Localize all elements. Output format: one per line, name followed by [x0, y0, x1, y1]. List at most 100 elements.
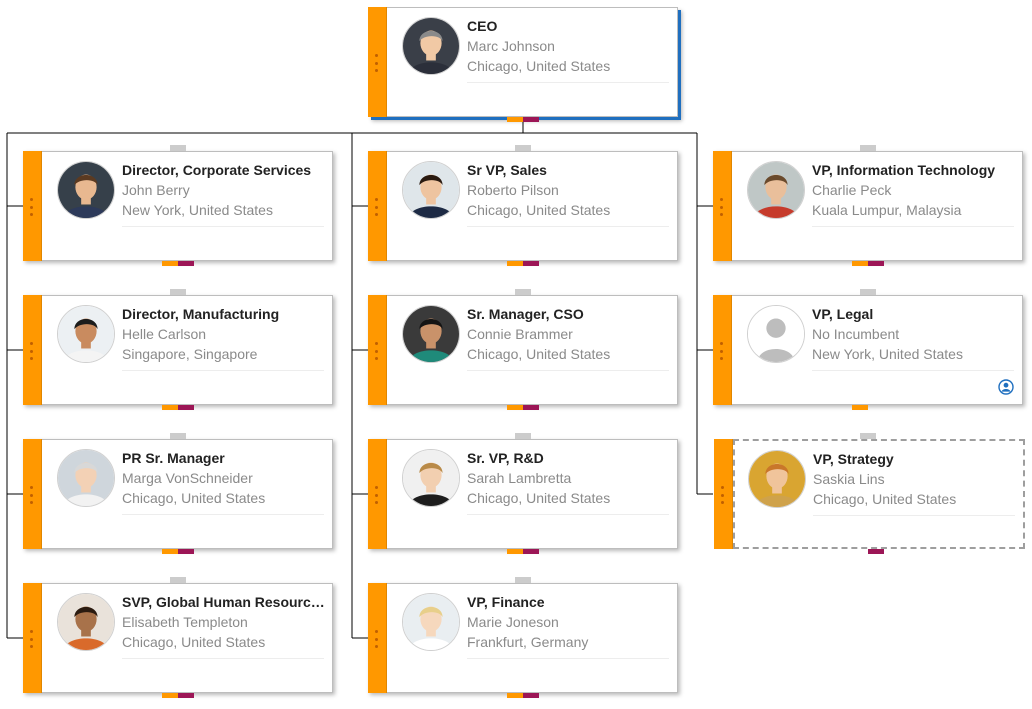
node-expand-toggle[interactable] — [507, 405, 539, 410]
node-location: Chicago, United States — [467, 202, 611, 218]
node-color-stripe[interactable] — [713, 151, 732, 261]
node-top-connector — [860, 433, 876, 439]
org-node-card[interactable]: Director, Corporate Services John Berry … — [23, 151, 333, 261]
node-location: Singapore, Singapore — [122, 346, 258, 362]
node-color-stripe[interactable] — [23, 151, 42, 261]
drag-handle-icon[interactable] — [374, 486, 378, 504]
avatar — [747, 305, 805, 363]
node-top-connector — [170, 577, 186, 583]
node-expand-toggle[interactable] — [162, 549, 194, 554]
drag-handle-icon[interactable] — [374, 54, 378, 72]
person-photo-icon — [403, 162, 459, 218]
node-title: Sr. VP, R&D — [467, 450, 544, 466]
person-photo-icon — [403, 18, 459, 74]
avatar — [402, 593, 460, 651]
avatar — [747, 161, 805, 219]
node-location: Chicago, United States — [813, 491, 957, 507]
node-top-connector — [170, 289, 186, 295]
vacancy-icon[interactable] — [998, 379, 1014, 395]
node-expand-toggle[interactable] — [507, 261, 539, 266]
org-node-card[interactable]: PR Sr. Manager Marga VonSchneider Chicag… — [23, 439, 333, 549]
drag-handle-icon[interactable] — [719, 342, 723, 360]
avatar — [57, 161, 115, 219]
drag-handle-icon[interactable] — [374, 342, 378, 360]
node-top-connector — [515, 433, 531, 439]
node-expand-toggle[interactable] — [507, 549, 539, 554]
drag-handle-icon[interactable] — [374, 630, 378, 648]
avatar — [402, 305, 460, 363]
node-expand-toggle[interactable] — [852, 405, 868, 410]
org-node-card[interactable]: VP, Information Technology Charlie Peck … — [713, 151, 1023, 261]
node-color-stripe[interactable] — [368, 439, 387, 549]
node-expand-toggle[interactable] — [507, 117, 539, 122]
node-name: John Berry — [122, 182, 190, 198]
node-location: Chicago, United States — [467, 58, 611, 74]
org-node-card[interactable]: VP, Finance Marie Joneson Frankfurt, Ger… — [368, 583, 678, 693]
node-name: Marc Johnson — [467, 38, 555, 54]
org-node-card[interactable]: Sr VP, Sales Roberto Pilson Chicago, Uni… — [368, 151, 678, 261]
divider — [467, 658, 669, 659]
avatar — [402, 17, 460, 75]
drag-handle-icon[interactable] — [29, 630, 33, 648]
person-photo-icon — [403, 450, 459, 506]
drag-handle-icon[interactable] — [29, 198, 33, 216]
node-name: Saskia Lins — [813, 471, 885, 487]
node-name: Charlie Peck — [812, 182, 892, 198]
node-expand-toggle[interactable] — [868, 549, 884, 554]
person-photo-icon — [403, 306, 459, 362]
avatar — [57, 449, 115, 507]
node-expand-toggle[interactable] — [852, 261, 884, 266]
org-node-card[interactable]: CEO Marc Johnson Chicago, United States — [368, 7, 678, 117]
node-title: VP, Legal — [812, 306, 874, 322]
node-name: Marie Joneson — [467, 614, 559, 630]
node-expand-toggle[interactable] — [162, 693, 194, 698]
org-node-card[interactable]: Sr. VP, R&D Sarah Lambretta Chicago, Uni… — [368, 439, 678, 549]
node-color-stripe[interactable] — [713, 295, 732, 405]
node-name: Roberto Pilson — [467, 182, 559, 198]
node-top-connector — [860, 145, 876, 151]
node-title: Sr. Manager, CSO — [467, 306, 584, 322]
node-expand-toggle[interactable] — [162, 405, 194, 410]
node-name: Helle Carlson — [122, 326, 207, 342]
node-title: VP, Information Technology — [812, 162, 996, 178]
node-top-connector — [515, 289, 531, 295]
org-node-card[interactable]: SVP, Global Human Resources Elisabeth Te… — [23, 583, 333, 693]
empty-person-placeholder-icon — [748, 306, 804, 362]
node-color-stripe[interactable] — [368, 295, 387, 405]
drag-handle-icon[interactable] — [374, 198, 378, 216]
node-expand-toggle[interactable] — [162, 261, 194, 266]
node-top-connector — [515, 145, 531, 151]
drag-handle-icon[interactable] — [720, 486, 724, 504]
node-color-stripe[interactable] — [368, 151, 387, 261]
node-expand-toggle[interactable] — [507, 693, 539, 698]
org-node-card[interactable]: VP, Legal No Incumbent New York, United … — [713, 295, 1023, 405]
org-node-card[interactable]: VP, Strategy Saskia Lins Chicago, United… — [714, 439, 1025, 549]
node-location: Frankfurt, Germany — [467, 634, 589, 650]
node-color-stripe[interactable] — [714, 439, 733, 549]
avatar — [57, 305, 115, 363]
org-node-card[interactable]: Director, Manufacturing Helle Carlson Si… — [23, 295, 333, 405]
drag-handle-icon[interactable] — [719, 198, 723, 216]
node-color-stripe[interactable] — [23, 439, 42, 549]
divider — [467, 82, 669, 83]
org-node-card[interactable]: Sr. Manager, CSO Connie Brammer Chicago,… — [368, 295, 678, 405]
person-photo-icon — [58, 306, 114, 362]
person-photo-icon — [749, 451, 805, 507]
drag-handle-icon[interactable] — [29, 342, 33, 360]
node-title: PR Sr. Manager — [122, 450, 225, 466]
node-color-stripe[interactable] — [23, 295, 42, 405]
node-top-connector — [515, 577, 531, 583]
divider — [812, 370, 1014, 371]
node-location: Chicago, United States — [122, 634, 266, 650]
person-photo-icon — [403, 594, 459, 650]
node-name: No Incumbent — [812, 326, 900, 342]
node-color-stripe[interactable] — [23, 583, 42, 693]
divider — [122, 658, 324, 659]
node-top-connector — [860, 289, 876, 295]
node-color-stripe[interactable] — [368, 7, 387, 117]
node-top-connector — [170, 433, 186, 439]
avatar — [748, 450, 806, 508]
node-color-stripe[interactable] — [368, 583, 387, 693]
drag-handle-icon[interactable] — [29, 486, 33, 504]
node-title: VP, Finance — [467, 594, 545, 610]
